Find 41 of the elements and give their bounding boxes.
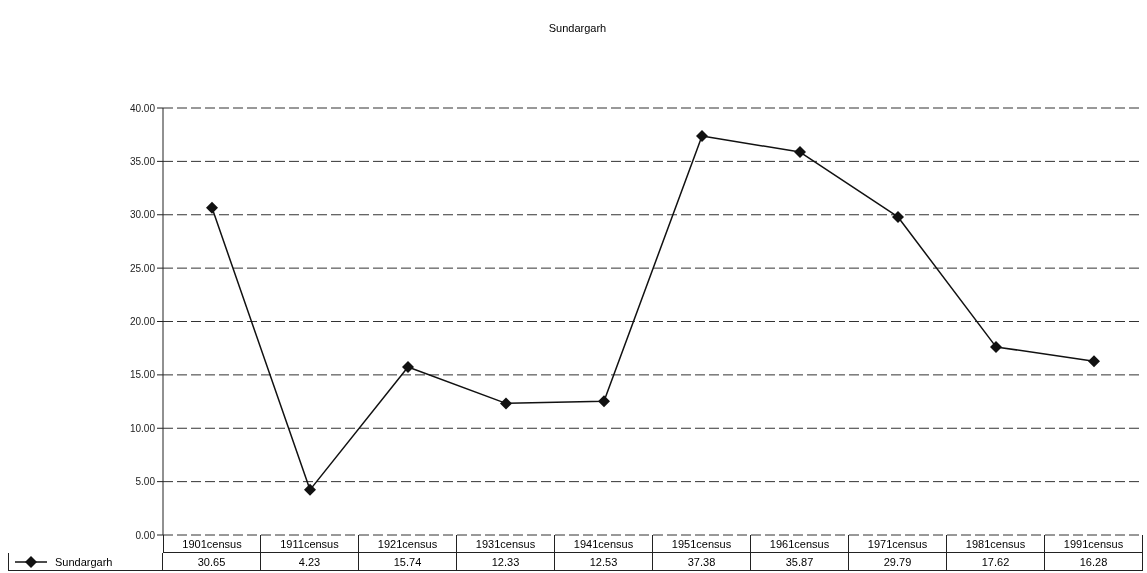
y-tick-label: 15.00 xyxy=(129,369,156,381)
x-tick-label: 1971census xyxy=(849,535,947,553)
y-tick-label: 10.00 xyxy=(129,422,156,434)
point xyxy=(206,201,218,214)
data-label: 17.62 xyxy=(947,553,1045,571)
x-tick-label: 1951census xyxy=(653,535,751,553)
point xyxy=(500,397,512,410)
data-label: 12.53 xyxy=(555,553,653,571)
y-tick-label: 25.00 xyxy=(129,262,156,274)
point xyxy=(794,146,806,159)
data-label: 16.28 xyxy=(1045,553,1143,571)
x-tick-label: 1921census xyxy=(359,535,457,553)
data-label: 15.74 xyxy=(359,553,457,571)
y-tick-label: 20.00 xyxy=(129,316,156,328)
data-label: 30.65 xyxy=(163,553,261,571)
point xyxy=(1088,355,1100,368)
x-tick-label: 1991census xyxy=(1045,535,1143,553)
x-tick-label: 1931census xyxy=(457,535,555,553)
point xyxy=(402,360,414,373)
point xyxy=(304,483,316,496)
y-tick-label: 40.00 xyxy=(129,102,156,114)
x-tick-label: 1901census xyxy=(163,535,261,553)
y-tick-label: 5.00 xyxy=(135,476,156,488)
data-label: 37.38 xyxy=(653,553,751,571)
data-label: 29.79 xyxy=(849,553,947,571)
x-tick-label: 1981census xyxy=(947,535,1045,553)
data-label: 12.33 xyxy=(457,553,555,571)
data-label: 4.23 xyxy=(261,553,359,571)
x-tick-label: 1941census xyxy=(555,535,653,553)
chart-title: Sundargarh xyxy=(547,22,608,34)
point xyxy=(990,340,1002,353)
point xyxy=(892,210,904,223)
y-tick-label: 0.00 xyxy=(135,529,156,541)
x-tick-label: 1911census xyxy=(261,535,359,553)
point xyxy=(598,395,610,408)
x-tick-label: 1961census xyxy=(751,535,849,553)
point xyxy=(696,129,708,142)
y-tick-label: 35.00 xyxy=(129,155,156,167)
y-tick-label: 30.00 xyxy=(129,209,156,221)
legend-label: Sundargarh xyxy=(55,554,113,570)
data-label: 35.87 xyxy=(751,553,849,571)
